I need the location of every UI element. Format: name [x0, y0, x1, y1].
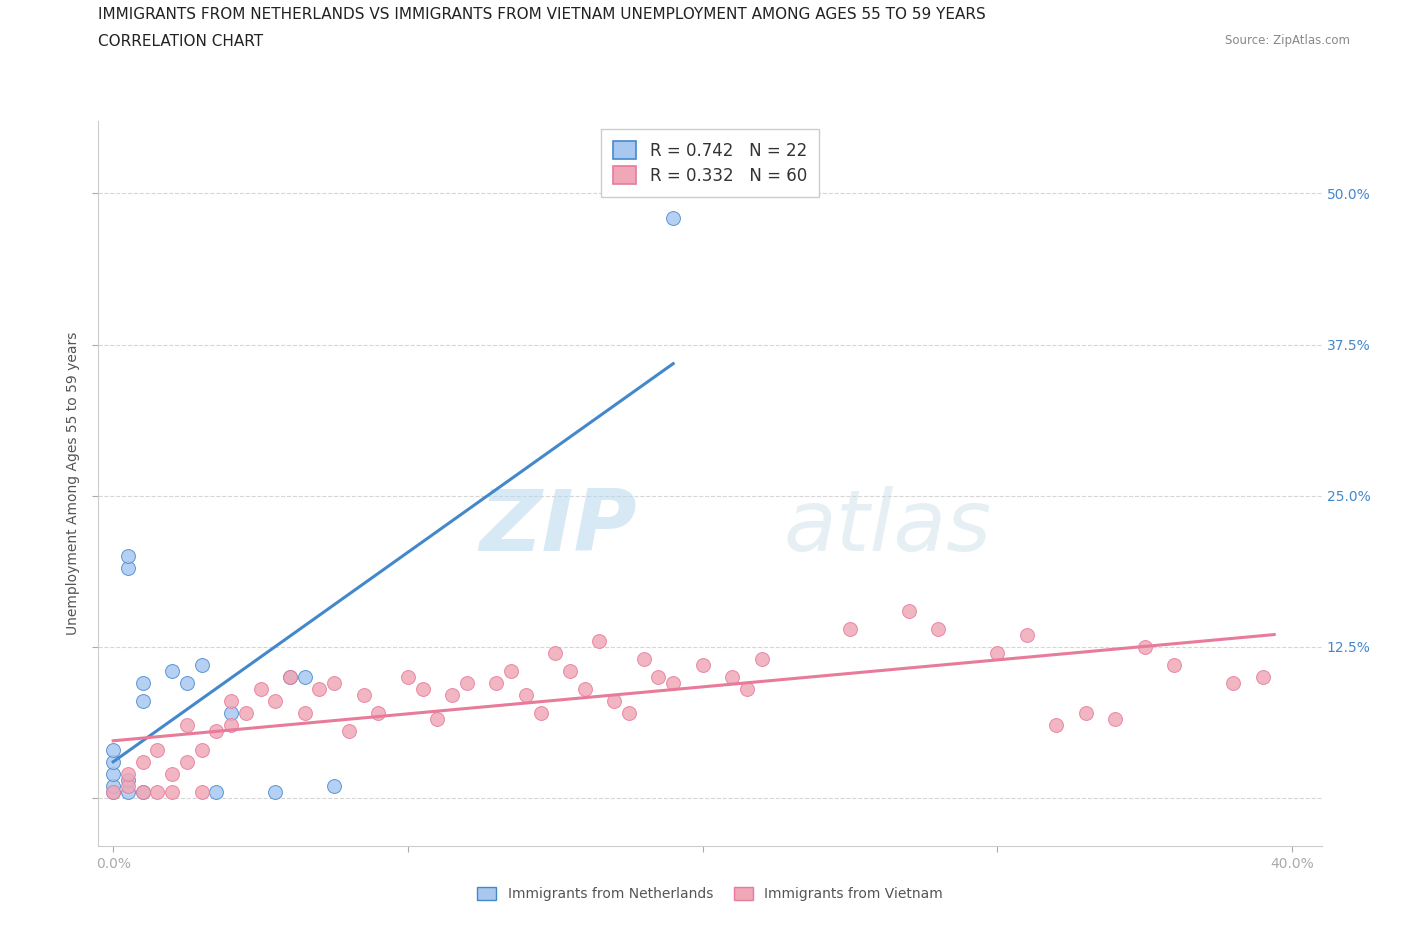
Point — [176, 754, 198, 769]
Point — [633, 651, 655, 666]
Point — [160, 766, 183, 781]
Point — [131, 785, 153, 800]
Point — [117, 561, 139, 576]
Point — [264, 694, 287, 709]
Point — [101, 778, 124, 793]
Point — [294, 706, 316, 721]
Point — [647, 670, 669, 684]
Point — [323, 675, 346, 690]
Point — [308, 682, 330, 697]
Point — [412, 682, 434, 697]
Y-axis label: Unemployment Among Ages 55 to 59 years: Unemployment Among Ages 55 to 59 years — [66, 332, 80, 635]
Point — [278, 670, 301, 684]
Point — [146, 742, 169, 757]
Point — [101, 785, 124, 800]
Point — [146, 785, 169, 800]
Point — [515, 688, 537, 703]
Point — [662, 675, 685, 690]
Point — [160, 664, 183, 679]
Point — [190, 785, 212, 800]
Point — [101, 742, 124, 757]
Point — [101, 754, 124, 769]
Point — [603, 694, 626, 709]
Point — [264, 785, 287, 800]
Point — [337, 724, 360, 738]
Point — [1163, 658, 1185, 672]
Point — [692, 658, 714, 672]
Point — [1015, 628, 1038, 643]
Point — [131, 675, 153, 690]
Point — [323, 778, 346, 793]
Point — [574, 682, 596, 697]
Point — [176, 718, 198, 733]
Point — [131, 694, 153, 709]
Point — [294, 670, 316, 684]
Point — [117, 778, 139, 793]
Point — [927, 621, 949, 636]
Point — [278, 670, 301, 684]
Point — [131, 754, 153, 769]
Point — [353, 688, 375, 703]
Point — [544, 645, 567, 660]
Text: ZIP: ZIP — [479, 485, 637, 568]
Point — [117, 766, 139, 781]
Point — [986, 645, 1008, 660]
Text: CORRELATION CHART: CORRELATION CHART — [98, 34, 263, 49]
Point — [1133, 640, 1156, 655]
Point — [367, 706, 389, 721]
Point — [101, 785, 124, 800]
Point — [529, 706, 551, 721]
Point — [219, 694, 242, 709]
Point — [558, 664, 581, 679]
Text: Source: ZipAtlas.com: Source: ZipAtlas.com — [1225, 34, 1350, 47]
Point — [1045, 718, 1067, 733]
Point — [219, 706, 242, 721]
Point — [426, 712, 449, 727]
Point — [1104, 712, 1126, 727]
Point — [190, 658, 212, 672]
Legend: Immigrants from Netherlands, Immigrants from Vietnam: Immigrants from Netherlands, Immigrants … — [470, 880, 950, 909]
Point — [117, 785, 139, 800]
Point — [131, 785, 153, 800]
Point — [485, 675, 508, 690]
Point — [721, 670, 744, 684]
Point — [735, 682, 758, 697]
Point — [117, 772, 139, 787]
Point — [117, 549, 139, 564]
Point — [249, 682, 271, 697]
Point — [499, 664, 522, 679]
Point — [588, 633, 610, 648]
Point — [235, 706, 257, 721]
Point — [219, 718, 242, 733]
Point — [662, 210, 685, 225]
Point — [1074, 706, 1097, 721]
Text: atlas: atlas — [783, 485, 991, 568]
Point — [205, 785, 228, 800]
Point — [456, 675, 478, 690]
Point — [617, 706, 640, 721]
Point — [751, 651, 773, 666]
Point — [839, 621, 862, 636]
Point — [160, 785, 183, 800]
Point — [205, 724, 228, 738]
Point — [190, 742, 212, 757]
Point — [101, 766, 124, 781]
Point — [176, 675, 198, 690]
Point — [1222, 675, 1244, 690]
Point — [441, 688, 464, 703]
Point — [396, 670, 419, 684]
Point — [898, 604, 921, 618]
Text: IMMIGRANTS FROM NETHERLANDS VS IMMIGRANTS FROM VIETNAM UNEMPLOYMENT AMONG AGES 5: IMMIGRANTS FROM NETHERLANDS VS IMMIGRANT… — [98, 7, 986, 21]
Point — [1251, 670, 1274, 684]
